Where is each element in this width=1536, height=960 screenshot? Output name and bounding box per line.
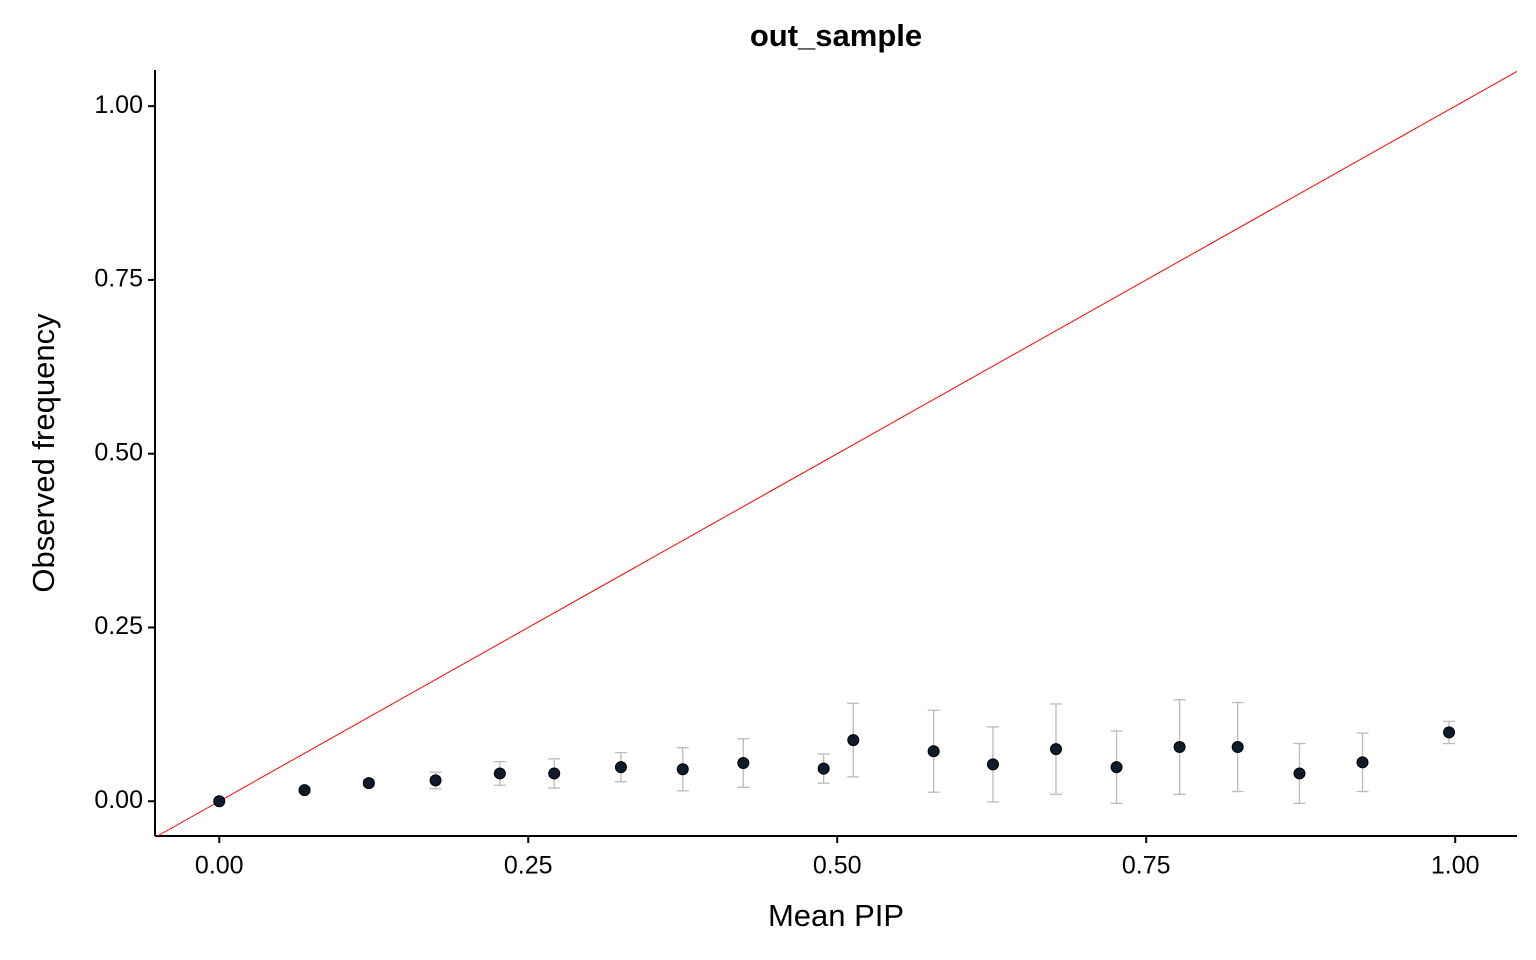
x-tick-label: 0.75 (1122, 852, 1171, 880)
y-tick-label: 0.75 (94, 265, 143, 293)
y-axis-title: Observed frequency (26, 313, 61, 593)
point (614, 761, 627, 774)
x-tick-label: 1.00 (1431, 852, 1480, 880)
point (429, 774, 442, 787)
y-tick-label: 0.50 (94, 438, 143, 466)
point (1173, 741, 1186, 754)
point (1231, 741, 1244, 754)
point (493, 767, 506, 780)
point (1356, 756, 1369, 769)
x-tick-label: 0.00 (195, 852, 244, 880)
point (1443, 726, 1456, 739)
chart-title: out_sample (750, 18, 922, 53)
point (1293, 767, 1306, 780)
point (676, 763, 689, 776)
y-tick-label: 0.25 (94, 612, 143, 640)
point (817, 762, 830, 775)
point (737, 757, 750, 770)
identity-line (157, 70, 1518, 837)
y-tick-label: 1.00 (94, 91, 143, 119)
point (986, 758, 999, 771)
point (927, 745, 940, 758)
point (1049, 743, 1062, 756)
x-tick-label: 0.25 (504, 852, 553, 880)
point (213, 795, 226, 808)
point (548, 767, 561, 780)
point (1110, 761, 1123, 774)
x-tick-label: 0.50 (813, 852, 862, 880)
point (362, 777, 375, 790)
point (847, 734, 860, 747)
x-axis-title: Mean PIP (768, 898, 904, 933)
point (298, 784, 311, 797)
y-tick-label: 0.00 (94, 786, 143, 814)
